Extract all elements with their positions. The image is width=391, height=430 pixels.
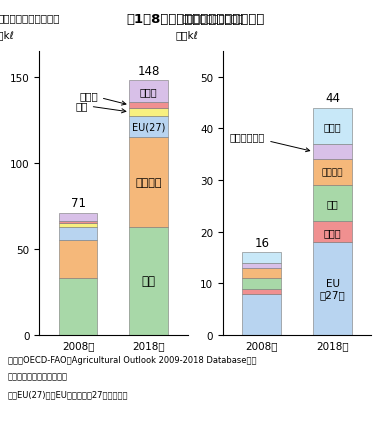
Bar	[313, 186, 352, 222]
Text: 米国: 米国	[142, 275, 156, 288]
Text: 44: 44	[325, 92, 340, 105]
Text: （バイオディーゼル）: （バイオディーゼル）	[181, 13, 244, 23]
Text: アルゼンチン: アルゼンチン	[230, 132, 310, 152]
Bar	[242, 253, 281, 263]
Text: 71: 71	[70, 197, 86, 210]
Bar	[129, 103, 168, 108]
Bar	[59, 224, 97, 227]
Bar	[313, 108, 352, 144]
Bar	[59, 279, 97, 335]
Text: 米国: 米国	[326, 199, 339, 209]
Bar	[313, 160, 352, 186]
Text: 百万kℓ: 百万kℓ	[175, 30, 198, 40]
Text: （バイオエタノール）: （バイオエタノール）	[0, 13, 60, 23]
Bar	[59, 222, 97, 224]
Bar	[242, 268, 281, 279]
Text: インド: インド	[324, 227, 341, 237]
Bar	[59, 213, 97, 222]
Text: インド: インド	[79, 90, 126, 106]
Bar	[242, 279, 281, 289]
Bar	[129, 227, 168, 335]
Bar	[313, 243, 352, 335]
Text: 注：EU(27)は、EUを構成すゃ27か国の合計: 注：EU(27)は、EUを構成すゃ27か国の合計	[8, 389, 128, 398]
Bar	[129, 117, 168, 138]
Bar	[129, 138, 168, 227]
Text: 中国: 中国	[75, 101, 126, 114]
Text: 基に農林水産省で作成: 基に農林水産省で作成	[8, 372, 68, 381]
Text: 百万kℓ: 百万kℓ	[0, 30, 14, 40]
Bar	[59, 241, 97, 279]
Text: ブラジル: ブラジル	[136, 177, 162, 187]
Bar	[59, 227, 97, 241]
Text: 図1－8　バイオ燃料の生産量見通し: 図1－8 バイオ燃料の生産量見通し	[126, 13, 265, 26]
Text: ブラジル: ブラジル	[322, 169, 343, 177]
Bar	[129, 108, 168, 117]
Text: その他: その他	[140, 87, 158, 97]
Bar	[313, 222, 352, 243]
Bar	[242, 294, 281, 335]
Bar	[313, 144, 352, 160]
Bar	[242, 263, 281, 268]
Bar	[129, 81, 168, 103]
Text: 16: 16	[254, 237, 269, 249]
Bar	[242, 289, 281, 294]
Text: 資料：OECD-FAO「Agricultural Outlook 2009-2018 Database」を: 資料：OECD-FAO「Agricultural Outlook 2009-20…	[8, 355, 256, 364]
Text: EU(27): EU(27)	[132, 122, 165, 132]
Text: EU
（27）: EU （27）	[320, 278, 345, 300]
Text: 148: 148	[138, 64, 160, 77]
Text: その他: その他	[324, 121, 341, 132]
